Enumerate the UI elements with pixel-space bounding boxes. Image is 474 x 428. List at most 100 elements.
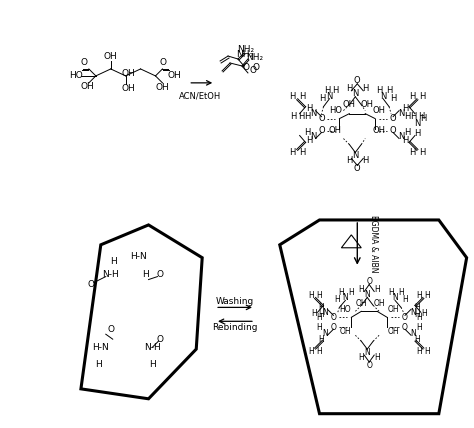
Text: H: H — [404, 112, 410, 121]
Text: N: N — [365, 348, 370, 357]
Text: H: H — [421, 309, 427, 318]
Text: H: H — [374, 285, 380, 294]
Text: N-H: N-H — [102, 270, 119, 279]
Text: O: O — [366, 277, 372, 286]
Text: H: H — [419, 92, 425, 101]
Text: H: H — [402, 104, 408, 113]
Text: O: O — [330, 323, 337, 332]
Text: H: H — [358, 353, 364, 362]
Text: OH: OH — [387, 327, 399, 336]
Text: OH: OH — [122, 69, 136, 78]
Text: NH₂: NH₂ — [237, 50, 254, 59]
Text: N: N — [326, 92, 333, 101]
Text: HO: HO — [339, 305, 351, 314]
Text: HO: HO — [329, 106, 342, 115]
Text: N: N — [323, 308, 328, 317]
Text: O: O — [318, 114, 325, 123]
Text: N: N — [365, 290, 370, 299]
Text: H: H — [390, 94, 396, 103]
Text: H: H — [416, 313, 422, 322]
Text: OH: OH — [339, 327, 351, 336]
Text: H: H — [410, 112, 416, 121]
Text: H: H — [414, 129, 420, 138]
Text: N: N — [310, 109, 317, 118]
Text: H: H — [402, 136, 408, 145]
Text: O: O — [157, 335, 164, 344]
Text: N: N — [352, 89, 358, 98]
Text: H: H — [317, 347, 322, 356]
Text: OH: OH — [356, 299, 367, 308]
Text: NH₂: NH₂ — [246, 53, 264, 62]
Text: OH: OH — [387, 305, 399, 314]
Text: H: H — [291, 112, 297, 121]
Text: Washing: Washing — [216, 297, 254, 306]
Text: H: H — [110, 257, 117, 266]
Text: H: H — [409, 92, 415, 101]
Text: ACN/EtOH: ACN/EtOH — [179, 91, 221, 100]
Text: OH: OH — [373, 126, 386, 135]
Text: H: H — [416, 323, 422, 332]
Text: H: H — [358, 285, 364, 294]
Text: N-H: N-H — [144, 343, 161, 352]
Text: H: H — [419, 148, 425, 157]
Text: H: H — [346, 156, 353, 165]
Text: H: H — [299, 112, 305, 121]
Text: H: H — [300, 148, 306, 157]
Text: N: N — [352, 151, 358, 160]
Text: O: O — [402, 323, 408, 332]
Text: H: H — [414, 303, 420, 312]
Text: N: N — [343, 293, 348, 302]
Text: OH: OH — [167, 71, 181, 80]
Text: H: H — [317, 323, 322, 332]
Text: H: H — [416, 291, 422, 300]
Text: OH: OH — [80, 82, 94, 91]
Text: H: H — [304, 128, 311, 137]
Text: N: N — [392, 293, 398, 302]
Text: H: H — [319, 310, 324, 319]
Text: H: H — [424, 347, 430, 356]
Text: OH: OH — [373, 106, 386, 115]
Text: N: N — [310, 132, 317, 141]
Text: N: N — [398, 132, 404, 141]
Text: O: O — [107, 325, 114, 334]
Text: O: O — [160, 59, 167, 68]
Text: O: O — [250, 66, 257, 75]
Text: O: O — [402, 313, 408, 322]
Text: H: H — [95, 360, 102, 369]
Text: H: H — [317, 291, 322, 300]
Text: H: H — [374, 353, 380, 362]
Text: H: H — [306, 104, 313, 113]
Text: H: H — [312, 309, 318, 318]
Text: H: H — [309, 347, 314, 356]
Text: H: H — [149, 360, 156, 369]
Text: OH: OH — [155, 83, 169, 92]
Text: H: H — [398, 288, 404, 297]
Text: O: O — [354, 76, 361, 85]
Text: H: H — [414, 310, 420, 319]
Text: H: H — [348, 288, 354, 297]
Text: H: H — [362, 84, 368, 93]
Text: H: H — [338, 288, 344, 297]
Text: O: O — [390, 126, 396, 135]
Text: H: H — [414, 335, 420, 344]
Text: H: H — [335, 295, 340, 304]
Text: H: H — [386, 86, 392, 95]
Text: H-N: H-N — [92, 343, 109, 352]
Text: N: N — [414, 119, 420, 128]
Text: EGDMA & AIBN: EGDMA & AIBN — [369, 215, 378, 273]
Text: Rebinding: Rebinding — [212, 323, 258, 332]
Text: O: O — [330, 313, 337, 322]
Text: OH: OH — [374, 299, 385, 308]
Text: H: H — [319, 335, 324, 344]
Text: H: H — [309, 291, 314, 300]
Text: H: H — [388, 288, 394, 297]
Text: NH₂: NH₂ — [237, 45, 255, 54]
Text: OH: OH — [329, 126, 342, 135]
Text: N: N — [398, 109, 404, 118]
Text: H: H — [416, 347, 422, 356]
Text: O: O — [157, 270, 164, 279]
Text: O: O — [366, 360, 372, 369]
Text: O: O — [318, 126, 325, 135]
Text: H: H — [332, 86, 338, 95]
Text: O: O — [252, 63, 259, 72]
